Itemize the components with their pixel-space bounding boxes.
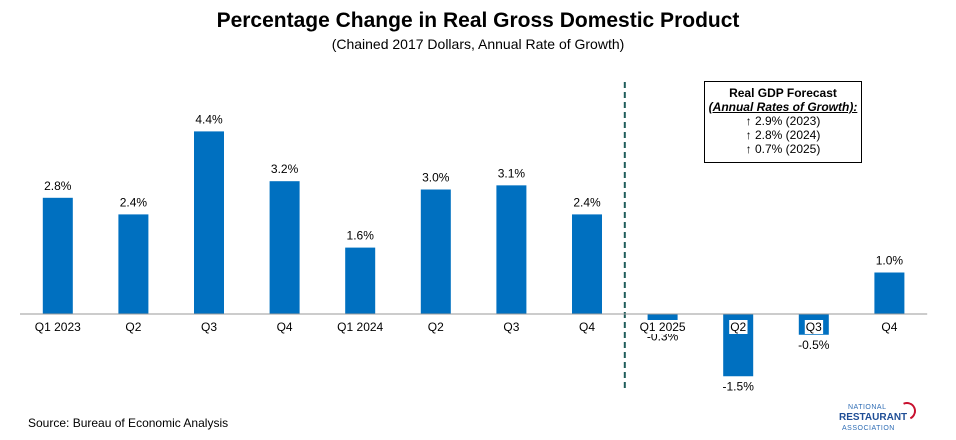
category-label-8: Q1 2025 [640, 320, 686, 334]
category-label-2: Q3 [201, 320, 217, 334]
bar-6 [496, 185, 527, 314]
bar-3 [269, 181, 300, 314]
bar-1 [118, 214, 149, 314]
bar-5 [420, 189, 451, 314]
category-label-5: Q2 [428, 320, 444, 334]
category-label-1: Q2 [125, 320, 141, 334]
source-note: Source: Bureau of Economic Analysis [28, 416, 229, 430]
category-label-11: Q4 [881, 320, 897, 334]
data-label-7: 2.4% [573, 195, 601, 209]
forecast-box: Real GDP Forecast (Annual Rates of Growt… [704, 81, 862, 163]
category-label-bg-8 [638, 320, 687, 334]
data-label-6: 3.1% [498, 166, 526, 180]
forecast-line-2025: ↑ 0.7% (2025) [745, 142, 821, 156]
data-label-1: 2.4% [120, 195, 148, 209]
data-label-10: -0.5% [798, 338, 830, 352]
forecast-title: Real GDP Forecast [729, 86, 837, 100]
data-label-11: 1.0% [876, 254, 904, 268]
chart-subtitle: (Chained 2017 Dollars, Annual Rate of Gr… [331, 36, 625, 52]
category-label-3: Q4 [277, 320, 293, 334]
data-label-4: 1.6% [347, 229, 375, 243]
logo-line-3: ASSOCIATION [842, 425, 895, 432]
category-label-6: Q3 [503, 320, 519, 334]
category-label-bg-9 [729, 320, 748, 334]
data-label-9: -1.5% [723, 379, 755, 393]
category-label-7: Q4 [579, 320, 595, 334]
bar-2 [194, 131, 224, 314]
bar-4 [345, 247, 376, 314]
logo-line-2: RESTAURANT [839, 412, 908, 423]
data-label-3: 3.2% [271, 162, 299, 176]
nra-logo: NATIONAL RESTAURANT ASSOCIATION [826, 399, 946, 436]
bar-7 [572, 214, 602, 314]
category-label-0: Q1 2023 [35, 320, 81, 334]
data-label-5: 3.0% [422, 171, 450, 185]
data-label-0: 2.8% [44, 179, 72, 193]
category-label-bg-10 [804, 320, 824, 334]
forecast-subtitle: (Annual Rates of Growth): [708, 100, 858, 114]
data-label-2: 4.4% [195, 112, 223, 126]
category-label-10: Q3 [806, 320, 822, 334]
forecast-line-2024: ↑ 2.8% (2024) [745, 128, 821, 142]
logo-line-1: NATIONAL [848, 404, 887, 411]
category-label-4: Q1 2024 [337, 320, 383, 334]
bar-11 [874, 272, 905, 314]
category-label-9: Q2 [730, 320, 746, 334]
forecast-line-2023: ↑ 2.9% (2023) [745, 114, 821, 128]
bar-0 [42, 197, 73, 314]
chart-title: Percentage Change in Real Gross Domestic… [216, 9, 740, 32]
